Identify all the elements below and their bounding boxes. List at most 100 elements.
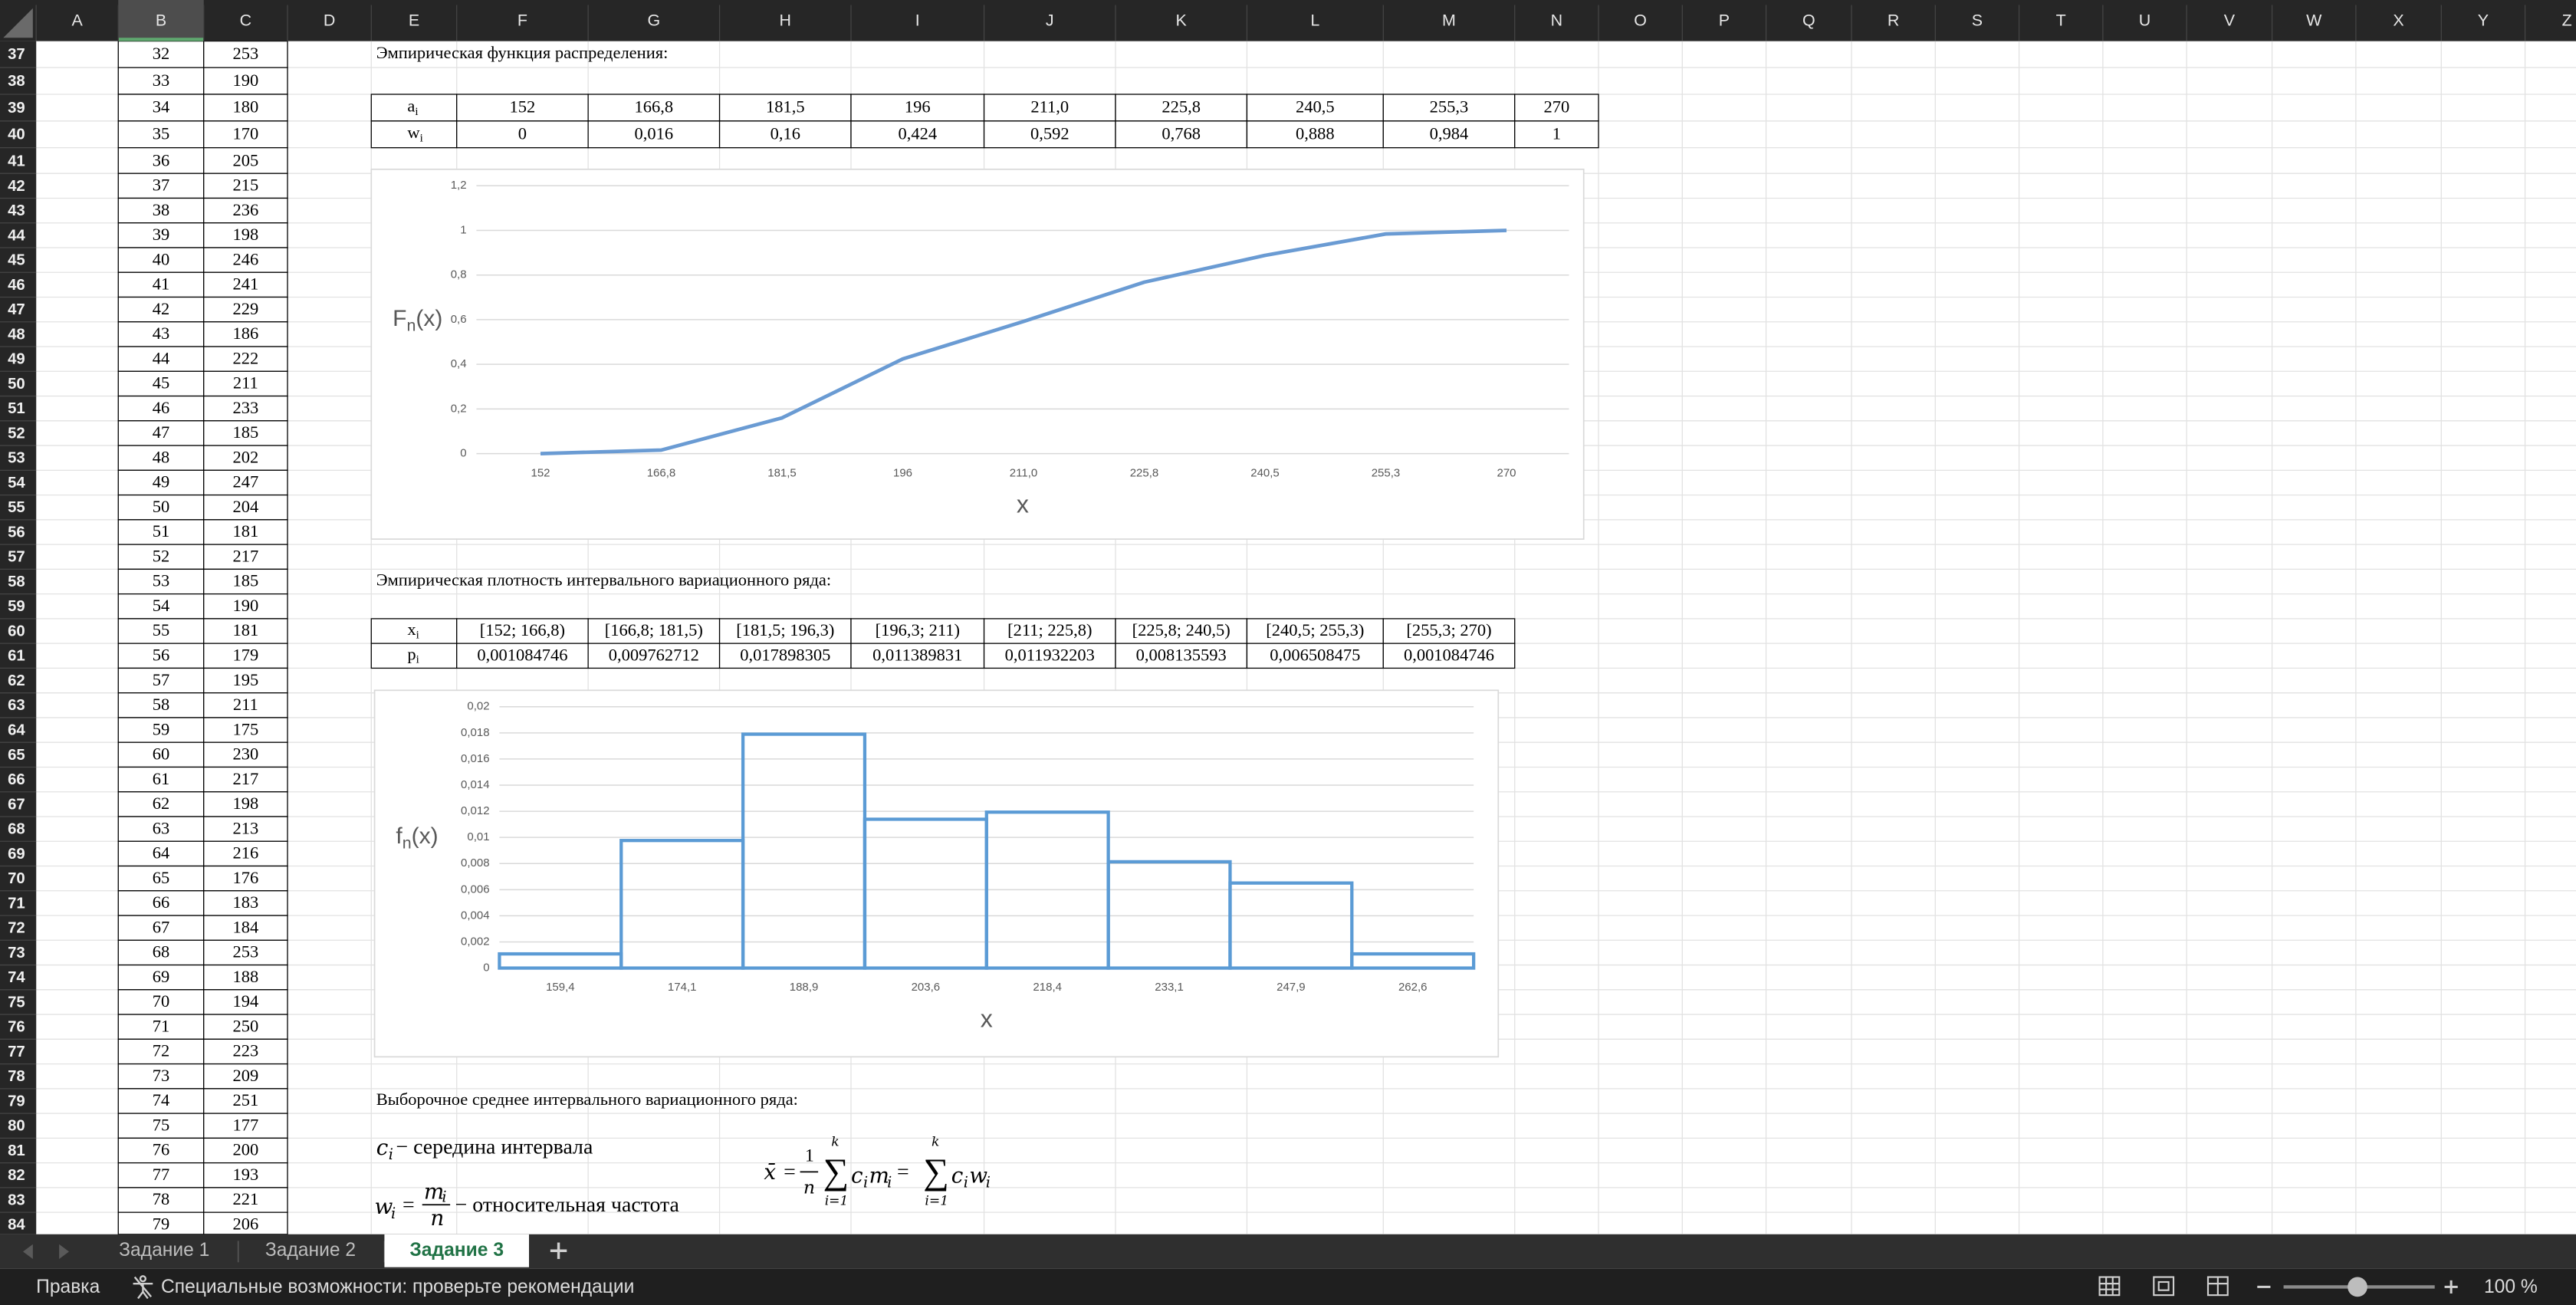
cell <box>203 964 288 991</box>
cell-value: 75 <box>153 1115 169 1134</box>
icon-part <box>2099 1277 2120 1296</box>
cell-value: 223 <box>232 1041 258 1060</box>
subscript: i <box>986 1173 991 1191</box>
cell <box>203 544 288 570</box>
column-header: R <box>1888 12 1899 30</box>
row-header: 63 <box>8 697 25 714</box>
cell-value: 181 <box>232 620 258 639</box>
column-header: C <box>240 12 251 30</box>
cell-value: 56 <box>153 646 169 665</box>
column-header: J <box>1046 12 1054 30</box>
cell-value: 179 <box>232 646 258 665</box>
equals: = <box>402 1193 415 1217</box>
accessibility-icon[interactable] <box>133 1275 153 1300</box>
zoom-in[interactable] <box>2444 1280 2458 1293</box>
cell <box>456 120 589 149</box>
cell-value: 184 <box>232 917 258 936</box>
cell-value: 209 <box>232 1066 258 1085</box>
column-header: B <box>156 12 166 30</box>
sheet-tab[interactable]: Задание 3 <box>409 1240 504 1261</box>
cell <box>117 865 205 892</box>
cell-value: 50 <box>153 497 169 516</box>
cell <box>117 1063 205 1090</box>
cell-value: 186 <box>232 324 258 343</box>
page-layout-view[interactable] <box>2153 1276 2175 1297</box>
cell <box>203 1211 288 1235</box>
column-header: O <box>1634 12 1647 30</box>
accessibility-status[interactable]: Специальные возможности: проверьте реком… <box>161 1277 634 1297</box>
row-header: 53 <box>8 450 25 467</box>
cell <box>117 346 205 372</box>
cell-value: 46 <box>153 398 169 417</box>
cell-value: 74 <box>153 1090 169 1109</box>
icon-part <box>2208 1277 2228 1296</box>
cell <box>117 271 205 298</box>
row-header: 49 <box>8 351 25 368</box>
cell <box>203 1113 288 1139</box>
cell-value: 241 <box>232 274 258 294</box>
cell-value: 0,888 <box>1296 123 1335 143</box>
cell-value: 44 <box>153 348 169 367</box>
tab-scroll-right[interactable] <box>59 1244 69 1259</box>
add-sheet-button[interactable] <box>550 1242 567 1259</box>
cell-value: 240,5 <box>1296 97 1335 117</box>
x-tick-label: 166,8 <box>647 466 676 479</box>
cell-value: 59 <box>153 719 169 738</box>
active-tab <box>384 1234 529 1267</box>
column-header: G <box>648 12 661 30</box>
cell <box>117 1014 205 1040</box>
column-header: X <box>2393 12 2404 30</box>
axis-title-part: f <box>396 823 402 849</box>
cell-value: 70 <box>153 991 169 1011</box>
y-axis-title: fn(x) <box>396 823 438 852</box>
symbol: c <box>851 1162 863 1188</box>
cell-value: 72 <box>153 1041 169 1060</box>
cell <box>850 120 985 149</box>
chart: 0 0,002 0,004 0,006 0,008 0,01 0,012 0,014 0,016… <box>373 689 1500 1058</box>
cell <box>1382 618 1516 644</box>
cell-value: 62 <box>153 794 169 813</box>
row-header: 65 <box>8 747 25 764</box>
row-header: 78 <box>8 1068 25 1085</box>
zoom-knob[interactable] <box>2348 1277 2367 1297</box>
cell-value: 0,592 <box>1030 123 1070 143</box>
row-header: 56 <box>8 524 25 541</box>
row-header: 64 <box>8 722 25 739</box>
cell <box>117 618 205 644</box>
icon-part <box>139 1275 147 1283</box>
mode-indicator: Правка <box>36 1277 100 1297</box>
sheet-tab[interactable]: Задание 2 <box>265 1240 356 1261</box>
line-series <box>540 228 1507 455</box>
row-header: 60 <box>8 623 25 639</box>
cell-value: 58 <box>153 695 169 714</box>
cell <box>203 494 288 521</box>
x-tick-label: 152 <box>531 466 550 479</box>
cell-value: 38 <box>153 200 169 219</box>
row-header: 80 <box>8 1118 25 1135</box>
subscript: i <box>887 1173 892 1191</box>
selected-column-header <box>118 0 204 41</box>
row-header: 48 <box>8 326 25 343</box>
column-header: A <box>72 12 84 30</box>
cell-value: 185 <box>232 422 258 442</box>
symbol: w <box>375 1194 393 1219</box>
cell-value: 255,3 <box>1430 97 1469 117</box>
sum-sign: ∑ <box>923 1152 949 1192</box>
normal-view[interactable] <box>2098 1276 2121 1297</box>
status-bar <box>0 1268 2576 1305</box>
row-header: 74 <box>8 969 25 986</box>
denominator: n <box>803 1176 815 1198</box>
cell <box>203 1187 288 1213</box>
cell <box>203 247 288 273</box>
row-header: 40 <box>8 127 25 143</box>
column-header: V <box>2224 12 2236 30</box>
tab-scroll-left[interactable] <box>23 1244 33 1259</box>
cell-value: 250 <box>232 1016 258 1035</box>
cell-value: 196 <box>905 97 931 117</box>
subscript: i <box>416 654 419 666</box>
cell-value: 152 <box>510 97 536 117</box>
cell-value: 236 <box>232 200 258 219</box>
sheet-tab[interactable]: Задание 1 <box>119 1240 209 1261</box>
